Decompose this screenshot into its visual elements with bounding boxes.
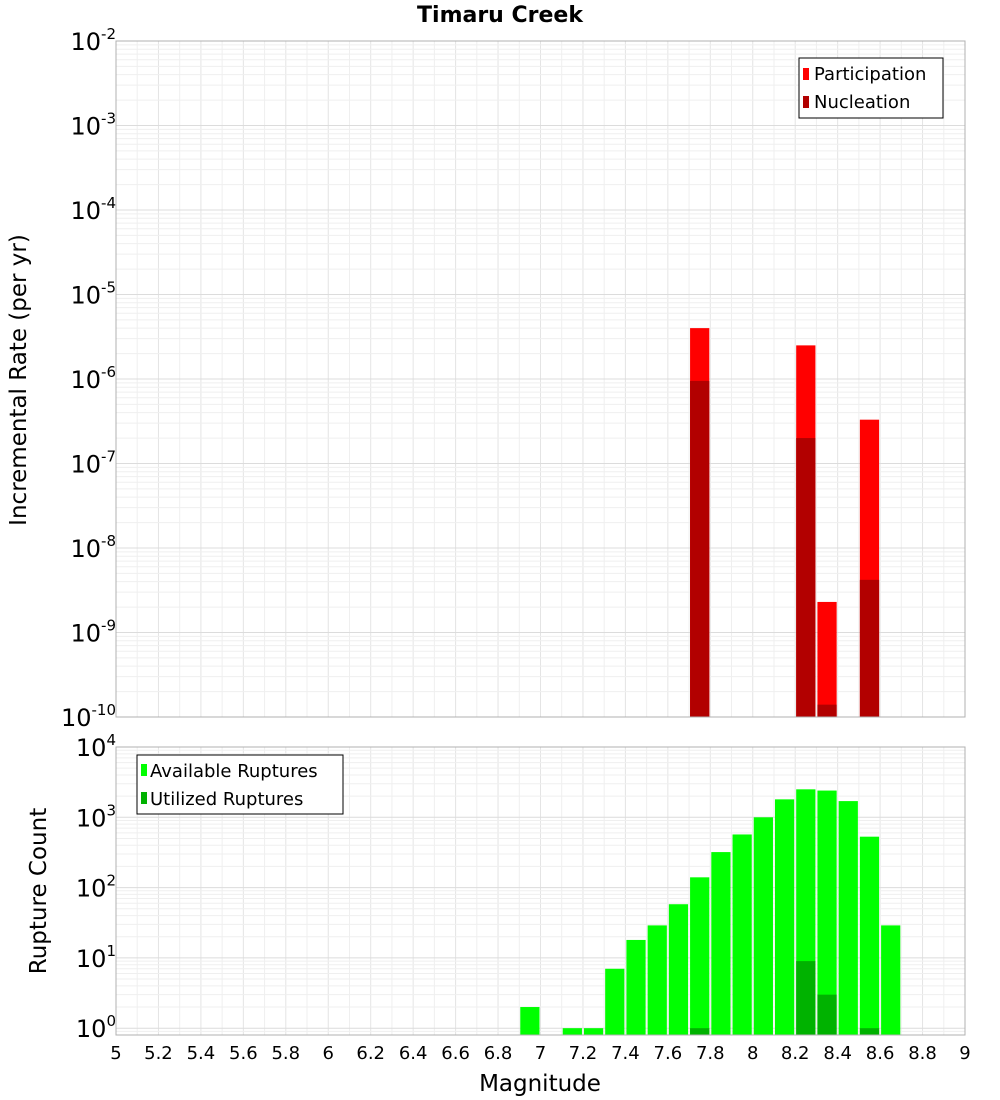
y-tick-label: 10-4 <box>70 194 116 225</box>
legend-swatch-nucleation <box>803 96 809 108</box>
x-tick-label: 7 <box>535 1043 546 1064</box>
x-tick-label: 8.6 <box>866 1043 895 1064</box>
bar-available-ruptures <box>881 925 901 1035</box>
y-tick-label: 10-5 <box>70 279 116 310</box>
legend-label-participation: Participation <box>814 64 926 85</box>
bar-available-ruptures <box>711 852 731 1035</box>
legend-label-utilized: Utilized Ruptures <box>150 789 303 810</box>
x-axis-label: Magnitude <box>479 1071 601 1097</box>
bar-nucleation <box>796 438 816 717</box>
y-tick-label: 10-8 <box>70 532 116 563</box>
bar-available-ruptures <box>647 925 667 1035</box>
x-tick-label: 7.4 <box>611 1043 640 1064</box>
bar-utilized-ruptures <box>796 961 816 1035</box>
bar-available-ruptures <box>817 790 837 1035</box>
y-tick-label: 104 <box>76 731 116 762</box>
x-tick-label: 8 <box>747 1043 758 1064</box>
bar-nucleation <box>859 579 880 717</box>
x-tick-label: 5.6 <box>229 1043 258 1064</box>
y-tick-label: 101 <box>76 942 116 973</box>
bottom-legend: Available Ruptures Utilized Ruptures <box>136 754 344 815</box>
x-tick-label: 5.2 <box>144 1043 173 1064</box>
bar-utilized-ruptures <box>859 1028 880 1035</box>
bottom-legend-box <box>136 754 344 815</box>
y-tick-label: 103 <box>76 801 116 832</box>
top-y-axis-label: Incremental Rate (per yr) <box>6 234 32 526</box>
x-tick-label: 7.2 <box>569 1043 598 1064</box>
x-tick-label: 6.4 <box>399 1043 428 1064</box>
bar-available-ruptures <box>774 799 795 1035</box>
x-tick-label: 5.8 <box>271 1043 300 1064</box>
x-tick-label: 6 <box>323 1043 334 1064</box>
bar-available-ruptures <box>626 939 646 1035</box>
x-tick-label: 8.2 <box>781 1043 810 1064</box>
y-tick-label: 100 <box>76 1012 116 1043</box>
top-plot-frame <box>115 40 966 718</box>
x-tick-label: 6.8 <box>484 1043 513 1064</box>
bar-utilized-ruptures <box>690 1028 710 1035</box>
legend-label-nucleation: Nucleation <box>814 92 910 113</box>
x-tick-label: 5 <box>110 1043 121 1064</box>
top-y-tick-labels: 10-2 10-3 10-4 10-5 10-6 10-7 10-8 10-9 10-10 <box>61 25 116 732</box>
y-tick-label: 10-2 <box>70 25 116 56</box>
bar-available-ruptures <box>753 817 773 1035</box>
legend-label-available: Available Ruptures <box>150 761 318 782</box>
top-legend: Participation Nucleation <box>798 57 944 119</box>
legend-swatch-available <box>141 764 147 776</box>
bar-participation <box>817 601 837 717</box>
x-tick-label: 7.6 <box>654 1043 683 1064</box>
bar-available-ruptures <box>583 1028 604 1035</box>
top-panel-bars <box>690 328 880 717</box>
bottom-plot-frame <box>115 746 966 1036</box>
bar-available-ruptures <box>562 1028 582 1035</box>
bottom-y-axis-label: Rupture Count <box>26 808 52 974</box>
x-tick-label: 8.8 <box>908 1043 937 1064</box>
legend-swatch-participation <box>803 68 809 80</box>
bar-available-ruptures <box>859 836 880 1035</box>
x-tick-label: 6.2 <box>356 1043 385 1064</box>
bar-available-ruptures <box>668 904 689 1035</box>
bar-nucleation <box>817 704 837 717</box>
y-tick-label: 10-6 <box>70 363 116 394</box>
x-tick-label: 9 <box>959 1043 970 1064</box>
x-tick-label: 6.6 <box>441 1043 470 1064</box>
y-tick-label: 10-3 <box>70 110 116 141</box>
chart-title: Timaru Creek <box>417 3 584 28</box>
x-tick-label: 7.8 <box>696 1043 725 1064</box>
x-tick-label: 5.4 <box>187 1043 216 1064</box>
bar-utilized-ruptures <box>817 994 837 1035</box>
top-panel-grid <box>115 41 966 718</box>
bar-available-ruptures <box>520 1007 540 1035</box>
y-tick-label: 102 <box>76 872 116 903</box>
bottom-y-tick-labels: 104 103 102 101 100 <box>76 731 116 1043</box>
y-tick-label: 10-10 <box>61 701 116 732</box>
y-tick-label: 10-7 <box>70 448 116 479</box>
bottom-panel-bars <box>520 789 901 1035</box>
top-legend-box <box>798 57 944 119</box>
bar-available-ruptures <box>732 834 752 1035</box>
bar-available-ruptures <box>690 877 710 1035</box>
bar-available-ruptures <box>838 801 858 1035</box>
legend-swatch-utilized <box>141 792 147 804</box>
x-tick-label: 8.4 <box>823 1043 852 1064</box>
bar-available-ruptures <box>605 968 625 1035</box>
bar-nucleation <box>690 380 710 717</box>
y-tick-label: 10-9 <box>70 617 116 648</box>
x-tick-labels: 5 5.2 5.4 5.6 5.8 6 6.2 6.4 6.6 6.8 7 7.2 7.4 7.6 7.8 8… <box>110 1043 970 1064</box>
